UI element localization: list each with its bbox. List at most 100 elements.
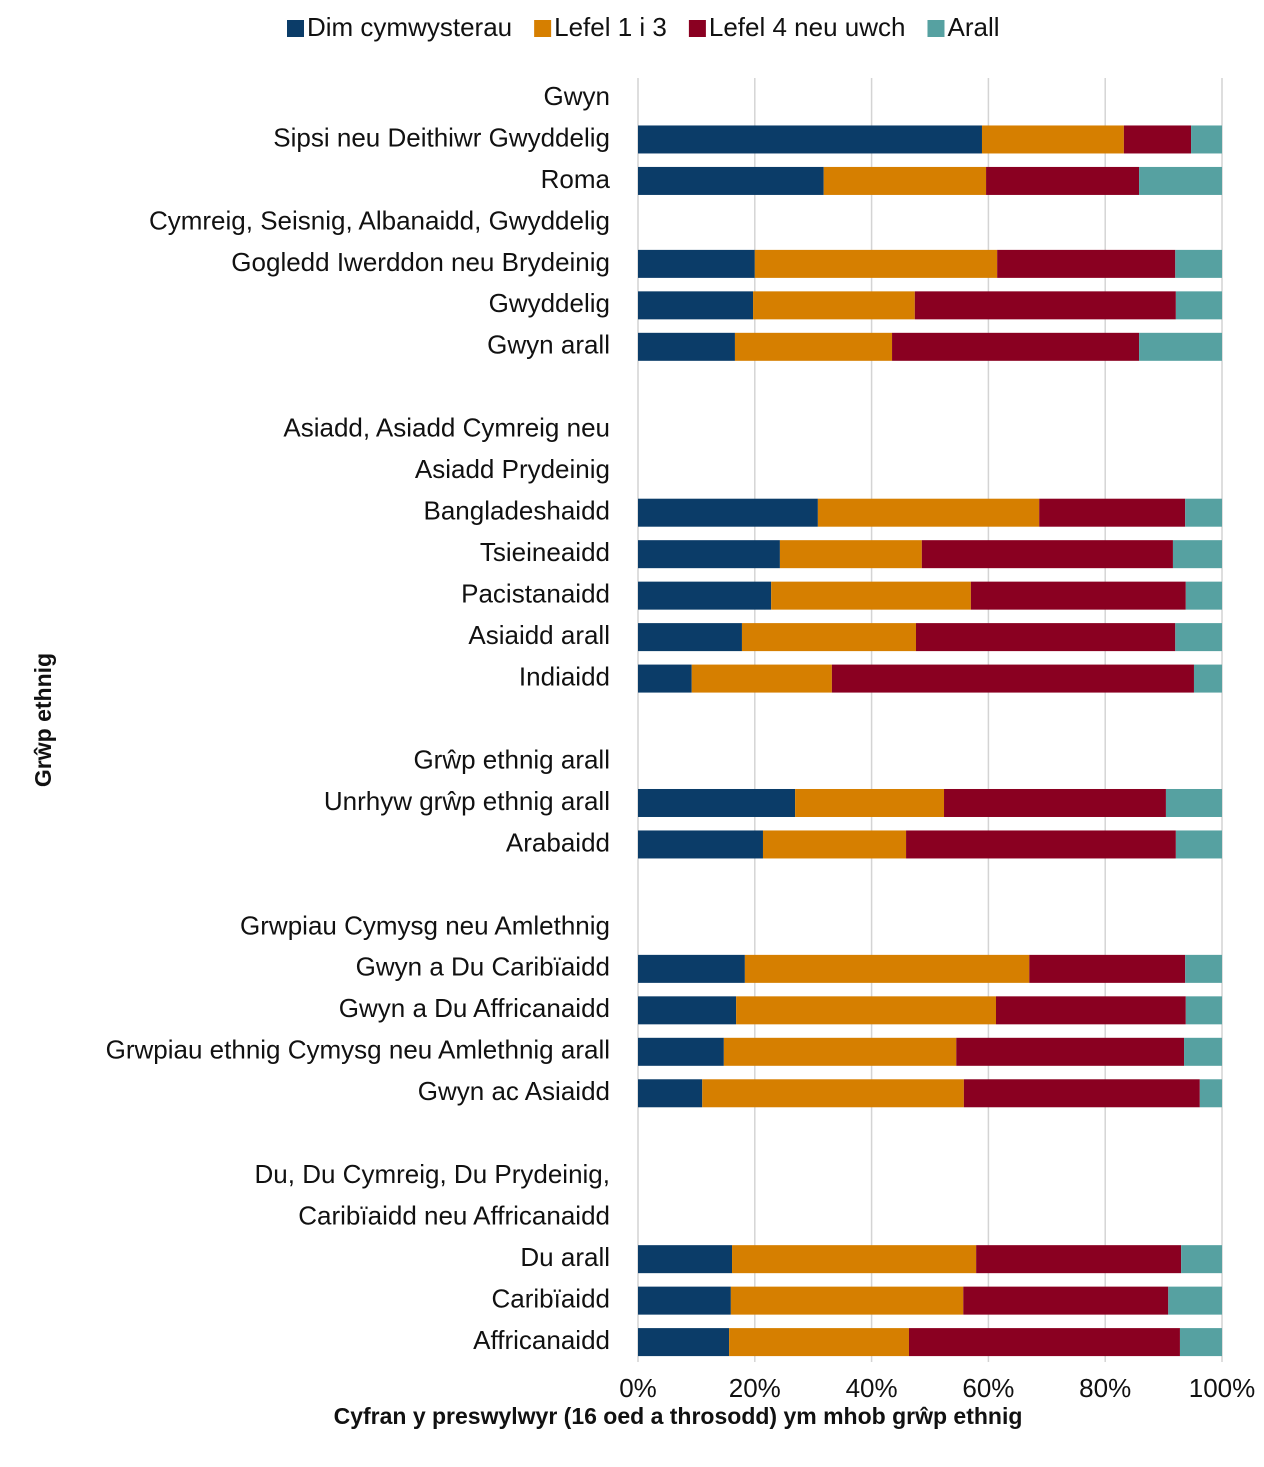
bar-segment [817,498,1040,527]
bar-segment [638,125,982,154]
bar-segment [795,788,945,817]
bar-segment [1191,125,1222,154]
x-tick-label: 40% [846,1373,898,1403]
legend-swatch [688,20,706,37]
bar-segment [963,1079,1200,1108]
legend-label: Arall [947,12,999,42]
y-tick-label: Affricanaidd [473,1325,610,1355]
y-tick-label: Tsieineaidd [480,537,610,567]
bar-segment [638,996,737,1025]
bar-segment [638,1245,733,1274]
bar-segment [638,1037,724,1066]
y-tick-label: Cymreig, Seisnig, Albanaidd, Gwyddelig [149,205,610,235]
bar-segment [1123,125,1192,154]
y-tick-label: Gwyn [544,81,610,111]
y-tick-label: Indiaidd [519,661,610,691]
y-tick-label: Asiadd, Asiadd Cymreig neu [283,413,610,443]
y-tick-label: Roma [541,164,611,194]
bar-segment [1168,1286,1222,1315]
bar-segment [976,1245,1182,1274]
legend-label: Lefel 4 neu uwch [709,12,906,42]
bar-segment [736,996,996,1025]
y-tick-label: Gwyddelig [489,288,610,318]
bar-segment [1175,830,1222,859]
bar-segment [963,1286,1169,1315]
y-tick-label: Sipsi neu Deithiwr Gwyddelig [273,122,610,152]
bar-segment [638,581,772,610]
bar-segment [741,623,916,652]
bar-segment [981,125,1124,154]
bar-segment [638,1286,731,1315]
bar-segment [638,291,754,320]
y-tick-label: Caribïaidd [491,1284,610,1314]
x-axis-title: Cyfran y preswylwyr (16 oed a throsodd) … [334,1403,1023,1429]
bar-segment [638,1328,730,1357]
y-axis-title: Grŵp ethnig [30,653,56,787]
legend-swatch [287,20,304,37]
y-tick-label: Unrhyw grŵp ethnig arall [324,786,610,816]
bar-segment [995,996,1186,1025]
bar-segment [638,332,735,361]
bar-segment [1175,623,1222,652]
y-tick-label: Gogledd Iwerddon neu Brydeinig [231,247,610,277]
x-tick-label: 60% [962,1373,1014,1403]
bar-segment [729,1328,909,1357]
bar-segment [753,291,915,320]
bar-segment [638,830,763,859]
bar-segment [997,249,1176,278]
y-tick-label: Du, Du Cymreig, Du Prydeinig, [255,1159,610,1189]
bar-segment [638,788,796,817]
y-tick-label: Pacistanaidd [461,579,610,609]
bar-segment [638,954,745,983]
x-tick-label: 80% [1079,1373,1131,1403]
y-tick-label: Bangladeshaidd [424,496,611,526]
bar-segment [944,788,1166,817]
bar-segment [1185,954,1222,983]
bar-segment [1193,664,1222,693]
bar-segment [771,581,971,610]
legend-swatch [927,20,945,37]
bar-segment [1199,1079,1222,1108]
bar-segment [1185,996,1222,1025]
x-tick-label: 100% [1189,1373,1256,1403]
bar-segment [702,1079,964,1108]
bar-segment [892,332,1140,361]
y-tick-label: Grwpiau Cymysg neu Amlethnig [240,910,610,940]
bar-segment [638,166,824,195]
y-tick-label: Grŵp ethnig arall [413,744,610,774]
y-tick-label: Asiaidd arall [468,620,610,650]
bar-segment [1184,1037,1222,1066]
bar-segment [723,1037,957,1066]
y-tick-label: Arabaidd [506,827,610,857]
y-tick-label: Gwyn a Du Affricanaidd [339,993,610,1023]
y-tick-label: Gwyn a Du Caribïaidd [356,952,610,982]
bar-segment [744,954,1030,983]
y-tick-label: Gwyn ac Asiaidd [418,1076,610,1106]
bar-segment [638,249,755,278]
y-tick-label: Asiadd Prydeinig [415,454,610,484]
bar-segment [1185,498,1222,527]
bar-segment [638,664,692,693]
bar-segment [906,830,1176,859]
bar-segment [730,1286,964,1315]
y-tick-label: Grwpiau ethnig Cymysg neu Amlethnig aral… [106,1035,610,1065]
x-tick-label: 0% [619,1373,657,1403]
bar-segment [1139,166,1222,195]
bar-segment [908,1328,1180,1357]
bar-segment [1165,788,1222,817]
legend-swatch [534,20,552,37]
bar-segment [638,498,818,527]
bar-segment [638,1079,703,1108]
bar-segment [1029,954,1186,983]
bar-segment [1139,332,1222,361]
bar-segment [638,540,780,569]
bar-segment [754,249,998,278]
bar-segment [1179,1328,1222,1357]
bar-segment [823,166,987,195]
bar-segment [734,332,893,361]
legend-label: Dim cymwysterau [307,12,512,42]
bar-segment [732,1245,977,1274]
bar-segment [970,581,1186,610]
bar-segment [1175,291,1222,320]
